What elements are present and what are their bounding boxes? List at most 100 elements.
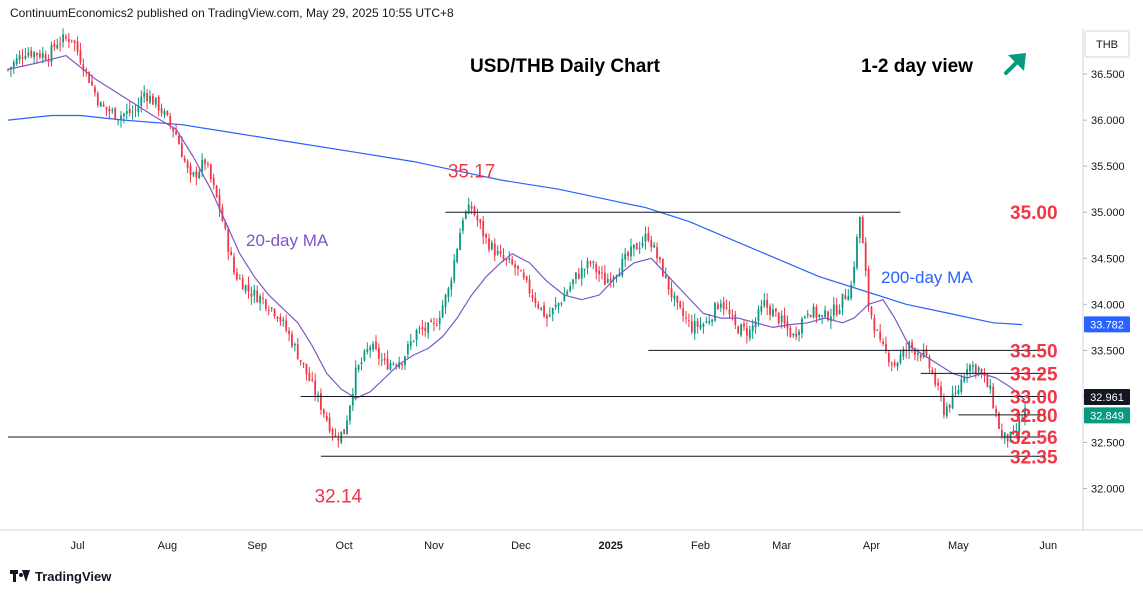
candle [134, 104, 137, 118]
candle [774, 308, 777, 317]
candle [514, 260, 516, 276]
candle [896, 361, 899, 371]
candle [682, 301, 685, 323]
candle [858, 216, 861, 244]
candle [375, 335, 377, 351]
candle [644, 226, 647, 250]
candle [62, 28, 64, 48]
candle [322, 408, 325, 418]
level-label: 33.50 [1010, 341, 1058, 362]
candle [154, 97, 157, 108]
candle [441, 300, 444, 319]
candle [827, 310, 829, 322]
candle [560, 301, 563, 307]
candle [105, 106, 108, 116]
candle [702, 322, 705, 334]
price-tick-label: 34.000 [1091, 299, 1125, 311]
candle [401, 363, 403, 371]
annotations-layer: 35.17 32.14 20-day MA 200-day MA USD/THB Dai… [246, 53, 1026, 508]
candle [79, 42, 82, 65]
candle [227, 226, 230, 261]
candle [117, 119, 120, 126]
price-tick-label: 33.500 [1091, 345, 1125, 357]
candle [415, 328, 418, 347]
candle [783, 307, 786, 329]
candle [493, 238, 496, 262]
ma200-label: 200-day MA [881, 268, 973, 287]
candle [488, 233, 490, 253]
candle [821, 314, 824, 325]
candle [380, 353, 383, 366]
candle [30, 46, 33, 59]
candle [299, 360, 302, 366]
candle [745, 321, 748, 344]
candle [583, 268, 586, 278]
candle [189, 162, 192, 183]
candle [285, 314, 288, 333]
candle [725, 299, 728, 311]
candle [47, 54, 50, 67]
candle [230, 247, 233, 256]
ma20-layer [7, 54, 1026, 401]
candle [157, 94, 160, 117]
footer-brand[interactable]: TradingView [10, 566, 111, 586]
candle [464, 209, 467, 220]
candle [519, 269, 522, 272]
candle [82, 58, 85, 77]
candle [94, 84, 96, 97]
candle [971, 361, 974, 374]
candle [937, 378, 940, 391]
candle [656, 242, 658, 266]
time-tick-label: Jun [1039, 540, 1057, 552]
candle [606, 273, 609, 284]
candle [163, 108, 166, 119]
candle [943, 393, 945, 419]
candle [940, 381, 942, 402]
candle [809, 314, 812, 318]
candle [366, 342, 369, 355]
candles-layer [7, 28, 1026, 448]
candle [592, 260, 595, 270]
time-tick-label: Feb [691, 540, 710, 552]
candle [264, 298, 267, 312]
candle [459, 227, 461, 251]
candle [386, 350, 389, 371]
candle [404, 355, 406, 371]
candle [569, 281, 572, 293]
candle [485, 232, 487, 244]
candle [974, 363, 977, 379]
axes-layer: 36.500 36.000 35.500 35.000 34.500 34.000 33.5… [0, 28, 1143, 552]
ma200-line [7, 114, 1023, 326]
candle [511, 255, 514, 266]
candle [890, 361, 893, 372]
candle [476, 208, 479, 227]
candle [647, 226, 650, 243]
candle [15, 54, 18, 67]
candle [305, 363, 308, 381]
candle [638, 241, 641, 255]
candle [308, 366, 311, 382]
candle [876, 329, 879, 331]
candle [864, 237, 867, 277]
candle [444, 293, 447, 314]
candle [270, 306, 273, 312]
candle [482, 215, 485, 245]
candle [183, 155, 186, 164]
candle [595, 261, 598, 280]
candle [73, 39, 76, 52]
candle [120, 111, 122, 128]
candle [195, 166, 198, 186]
time-tick-label: 2025 [598, 540, 622, 552]
candle [1003, 432, 1006, 445]
last-value-badge: 32.849 [1084, 407, 1130, 424]
candle [879, 323, 882, 343]
arrow-up-right-icon [1004, 53, 1026, 75]
candle [963, 373, 966, 384]
candle [143, 85, 146, 103]
candle [1015, 423, 1018, 436]
candle [56, 38, 59, 50]
view-label: 1-2 day view [861, 56, 973, 77]
candle [369, 344, 372, 358]
price-tick-label: 36.500 [1091, 69, 1125, 81]
